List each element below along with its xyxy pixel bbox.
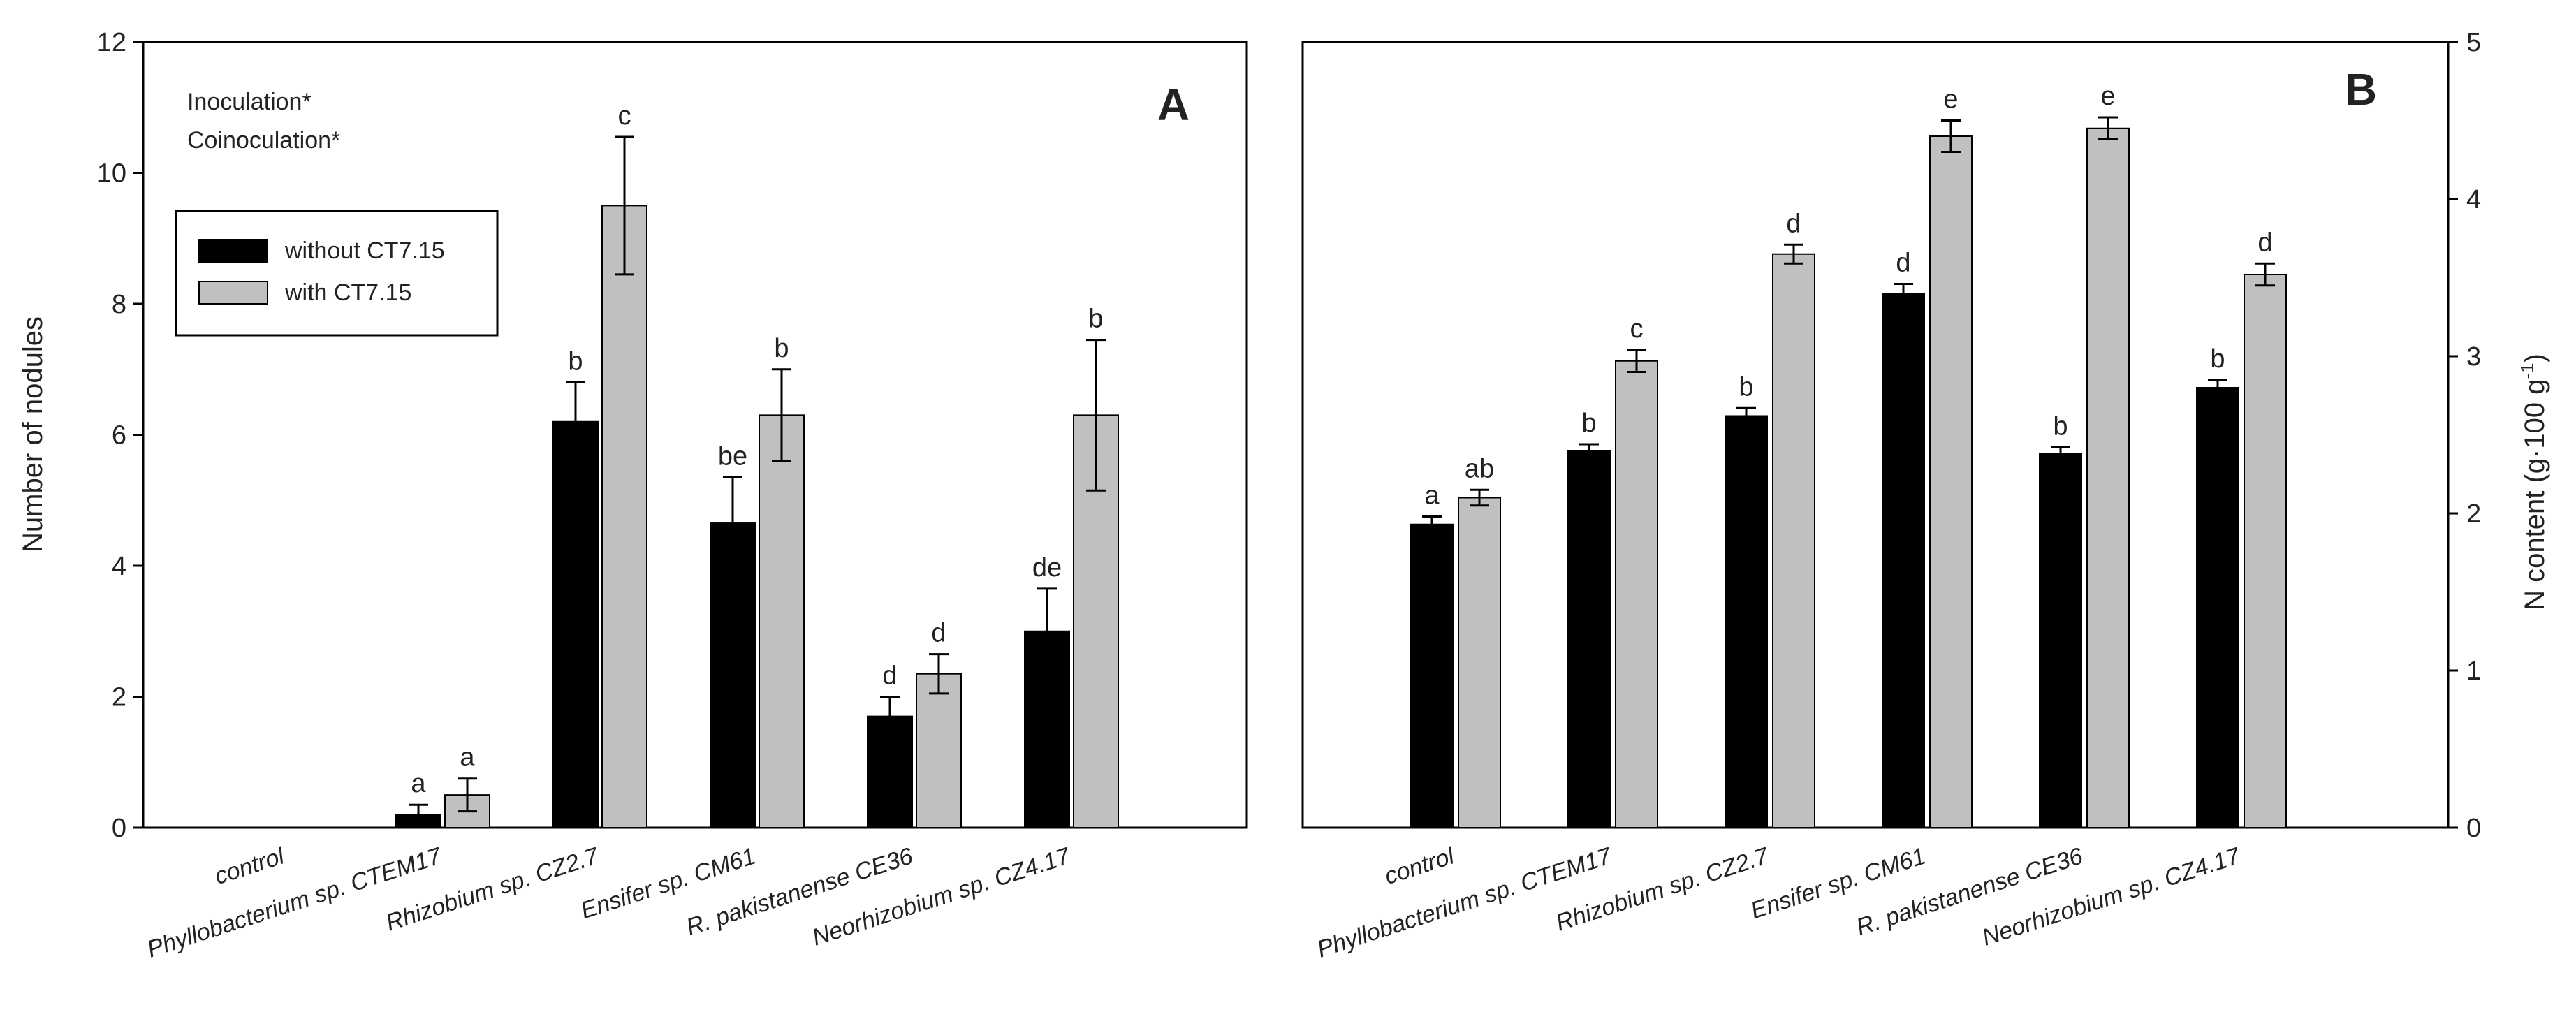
significance-letter: e bbox=[2100, 82, 2115, 111]
significance-letter: a bbox=[1424, 481, 1440, 511]
bar-with-ct715 bbox=[916, 673, 962, 828]
significance-letter: c bbox=[618, 101, 631, 131]
legend: without CT7.15 with CT7.15 bbox=[175, 210, 499, 337]
significance-letter: b bbox=[2053, 412, 2068, 441]
y-tick-label: 0 bbox=[2466, 814, 2481, 843]
y-tick-label: 6 bbox=[112, 421, 126, 450]
category-label: control bbox=[1382, 842, 1458, 890]
significance-letter: b bbox=[1581, 409, 1596, 438]
bar-with-ct715 bbox=[1929, 135, 1973, 828]
bar-with-ct715 bbox=[1458, 497, 1501, 828]
panel-b-letter: B bbox=[2345, 64, 2377, 115]
significance-letter: b bbox=[568, 347, 583, 376]
y-tick-label: 12 bbox=[97, 28, 126, 57]
significance-letter: c bbox=[1630, 314, 1644, 344]
y-axis-title-n-content-suffix: ) bbox=[2519, 353, 2550, 362]
significance-letter: be bbox=[718, 441, 747, 471]
significance-letter: a bbox=[460, 743, 475, 772]
legend-label-without: without CT7.15 bbox=[284, 237, 445, 264]
y-tick-label: 8 bbox=[112, 290, 126, 319]
significance-letter: e bbox=[1943, 85, 1958, 115]
legend-swatch-without bbox=[198, 239, 268, 263]
category-label: Phyllobacterium sp. CTEM17 bbox=[144, 842, 446, 963]
bar-with-ct715 bbox=[759, 414, 805, 828]
significance-letter: d bbox=[1896, 249, 1910, 278]
panel-a-nodule-chart: A Inoculation* Coinoculation* without CT… bbox=[17, 28, 1248, 963]
legend-label-with: with CT7.15 bbox=[284, 279, 411, 306]
y-axis-title-n-content-sup: -1 bbox=[2517, 362, 2538, 379]
coinoculation-note: Coinoculation* bbox=[187, 127, 340, 154]
bar-with-ct715 bbox=[601, 205, 647, 828]
inoculation-note: Inoculation* bbox=[187, 89, 312, 115]
bar-without-ct715 bbox=[710, 522, 756, 828]
y-tick-label: 3 bbox=[2466, 342, 2481, 372]
significance-letter: d bbox=[1786, 209, 1801, 238]
bar-with-ct715 bbox=[2086, 127, 2130, 828]
y-axis-title-n-content-main: N content (g·100 g bbox=[2519, 379, 2550, 610]
panel-a-bar-marks: a b be d de a c b d b bbox=[395, 101, 1119, 828]
y-tick-label: 4 bbox=[2466, 185, 2481, 214]
bar-without-ct715 bbox=[1567, 450, 1611, 828]
panel-b-y-axis: 0 1 2 3 4 5 bbox=[2448, 28, 2481, 843]
legend-swatch-with bbox=[198, 281, 268, 305]
significance-letter: de bbox=[1032, 553, 1062, 583]
y-axis-title-n-content: N content (g·100 g-1) bbox=[2517, 353, 2550, 610]
significance-letter: d bbox=[931, 619, 946, 648]
y-tick-label: 1 bbox=[2466, 657, 2481, 686]
significance-letter: b bbox=[1739, 372, 1753, 402]
panel-a-letter: A bbox=[1157, 80, 1190, 130]
bar-without-ct715 bbox=[2196, 387, 2239, 828]
bar-without-ct715 bbox=[552, 420, 599, 828]
bar-without-ct715 bbox=[1882, 293, 1925, 828]
significance-letter: b bbox=[1088, 305, 1103, 334]
y-axis-title-nodules: Number of nodules bbox=[17, 316, 48, 552]
y-tick-label: 2 bbox=[2466, 499, 2481, 529]
bar-without-ct715 bbox=[1410, 523, 1454, 828]
panel-a-y-axis: 0 2 4 6 8 10 12 bbox=[97, 28, 143, 843]
category-label: Neorhizobium sp. CZ4.17 bbox=[1979, 842, 2244, 951]
significance-letter: d bbox=[2257, 228, 2272, 257]
significance-letter: b bbox=[2210, 344, 2225, 374]
y-tick-label: 5 bbox=[2466, 28, 2481, 57]
y-tick-label: 2 bbox=[112, 683, 126, 712]
bar-without-ct715 bbox=[1725, 415, 1768, 828]
bar-with-ct715 bbox=[1772, 253, 1815, 828]
significance-letter: d bbox=[882, 661, 897, 691]
y-tick-label: 0 bbox=[112, 814, 126, 843]
category-label: Phyllobacterium sp. CTEM17 bbox=[1314, 842, 1616, 963]
panel-b-plot-frame bbox=[1301, 41, 2450, 829]
category-label: control bbox=[212, 842, 288, 890]
y-tick-label: 4 bbox=[112, 552, 126, 581]
bar-without-ct715 bbox=[2039, 453, 2082, 828]
significance-letter: b bbox=[774, 334, 789, 363]
significance-letter: a bbox=[411, 769, 426, 798]
legend-frame bbox=[175, 210, 499, 337]
bar-with-ct715 bbox=[2244, 274, 2287, 828]
bar-with-ct715 bbox=[1615, 360, 1658, 828]
category-label: Neorhizobium sp. CZ4.17 bbox=[809, 842, 1074, 951]
significance-letter: ab bbox=[1465, 454, 1494, 483]
y-tick-label: 10 bbox=[97, 159, 126, 189]
